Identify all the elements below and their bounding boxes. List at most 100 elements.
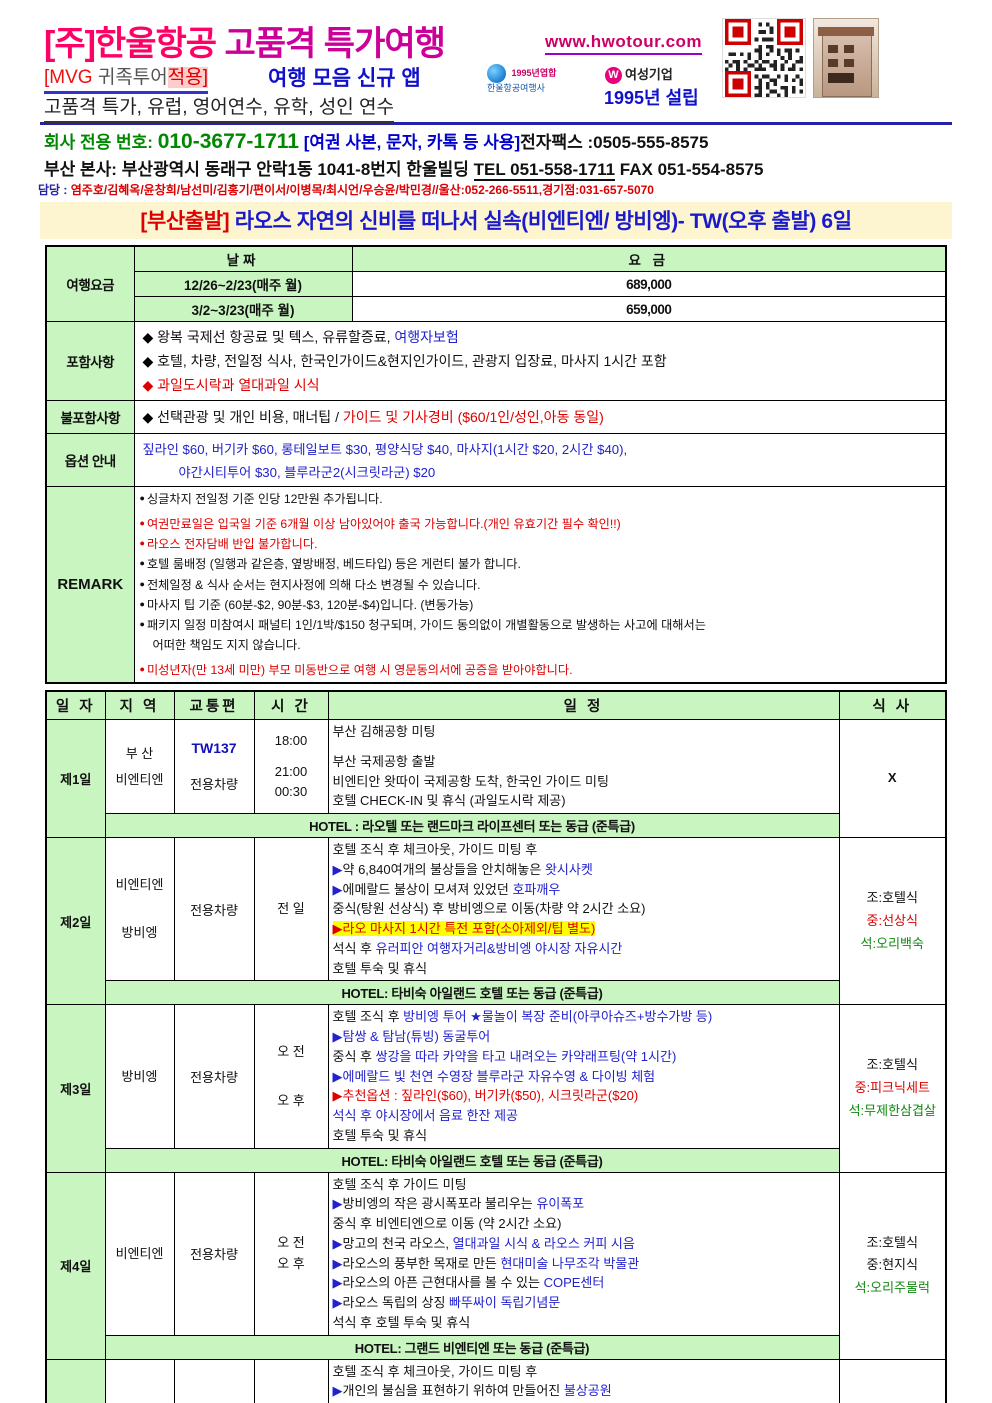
day1-schedule-line-4: 호텔 CHECK-IN 및 휴식 (과일도시락 제공): [332, 793, 566, 809]
arrow-icon: ▶: [332, 1196, 343, 1212]
day3-time-2: 오 후: [277, 1092, 305, 1108]
remark-item: ● 전체일정 & 식사 순서는 현지사정에 의해 다소 변경될 수 있습니다.: [140, 575, 941, 595]
day3-meal-1: 조:호텔식: [866, 1057, 918, 1073]
day3-hotel: HOTEL: 타비숙 아일랜드 호텔 또는 동급 (준특급): [104, 1147, 840, 1173]
table-row-price-header: 여행요금 날짜 요 금: [45, 245, 947, 322]
diamond-bullet-icon: ◆: [142, 353, 154, 369]
day4-label: 제4일: [45, 1171, 106, 1360]
table-row-excluded: 불포함사항 ◆ 선택관광 및 개인 비용, 매너팁 / 가이드 및 기사경비 (…: [45, 400, 947, 434]
day2-meals: 조:호텔식 중:선상식 석:오리백숙: [838, 837, 947, 1006]
day5-transport: 전용차량: [173, 1358, 255, 1403]
arrow-icon: ▶: [332, 1295, 343, 1311]
table-row-day2-hotel: HOTEL: 타비숙 아일랜드 호텔 또는 동급 (준특급): [46, 980, 946, 1006]
globe-badge-line1: 1995년엽합: [511, 67, 557, 78]
fare-amount-2: 659,000: [351, 296, 947, 322]
title-main-text: 라오스 자연의 신비를 떠나서 실속(비엔티엔/ 방비엥)- TW(오후 출발)…: [234, 210, 852, 233]
day1-times: 18:00 21:00 00:30: [253, 719, 329, 815]
included-item-1-text: 왕복 국제선 항공료 및 텍스, 유류할증료,: [157, 329, 395, 345]
included-item-1-highlight: 여행자보험: [394, 329, 459, 345]
arrow-icon: ▶: [332, 1383, 343, 1399]
price-info-table: 여행요금 날짜 요 금 12/26~2/23(매주 월) 689,000 3/2…: [45, 245, 947, 685]
day4-schedule-line-1: 호텔 조식 후 가이드 미팅: [332, 1176, 467, 1192]
day3-transport: 전용차량: [173, 1004, 255, 1149]
day3-region: 방비엥: [104, 1004, 175, 1149]
branch-label: 부산 본사:: [44, 160, 117, 179]
company-phone-number[interactable]: 010-3677-1711: [157, 130, 299, 153]
col-header-transport: 교통편: [173, 690, 255, 721]
company-phone-note: [여권 사본, 문자, 카톡 등 사용]: [303, 133, 521, 152]
company-phone-label: 회사 전용 번호:: [44, 133, 153, 152]
day1-flight-number: TW137: [191, 740, 237, 757]
day3-schedule-line-6: 석식 후 야시장에서 음료 한잔 제공: [332, 1108, 519, 1124]
day2-schedule-line-3: ▶에메랄드 불상이 모셔져 있었던 호파깨우: [332, 881, 561, 897]
itinerary-header-row: 일 자 지 역 교통편 시 간 일 정 식 사: [45, 690, 947, 721]
day3-meal-2: 중:피크닉세트: [854, 1080, 930, 1096]
remark-item: ● 마사지 팁 기준 (60분-$2, 90분-$3, 120분-$4)입니다. …: [140, 595, 941, 615]
day5-schedule: 호텔 조식 후 체크아웃, 가이드 미팅 후 ▶개인의 불심을 표현하기 위하여…: [327, 1358, 840, 1403]
remark-item: ● 싱글차지 전일정 기준 인당 12만원 추가됩니다.: [140, 489, 941, 509]
arrow-icon: ▶: [332, 1029, 343, 1045]
day4-schedule-line-8: 석식 후 호텔 투숙 및 휴식: [332, 1314, 471, 1330]
day4-schedule-line-3: 중식 후 비엔티엔으로 이동 (약 2시간 소요): [332, 1216, 562, 1232]
dot-bullet-icon: ●: [139, 493, 145, 503]
contact-line-company: 회사 전용 번호: 010-3677-1711 [여권 사본, 문자, 카톡 등…: [0, 128, 992, 154]
diamond-bullet-red-icon: ◆: [142, 377, 154, 393]
dot-bullet-icon: ●: [139, 578, 145, 589]
day3-schedule-line-4: ▶에메랄드 빛 천연 수영장 블루라군 자유수영 & 다이빙 체험: [332, 1068, 656, 1084]
app-promo-text: 여행 모음 신규 앱: [268, 67, 421, 90]
company-tagline: 고품격 특가, 유럽, 영어연수, 유학, 성인 연수: [44, 92, 394, 123]
branch-address: 부산광역시 동래구 안락1동 1041-8번지 한울빌딩: [121, 160, 469, 179]
day2-schedule-line-5: ▶라오 마사지 1시간 특전 포함(소아제외/팁 별도): [332, 921, 596, 937]
company-brand: [주]한울항공 고품격 특가여행: [44, 16, 446, 65]
dot-bullet-icon: ●: [139, 538, 145, 549]
day5-schedule-line-2: ▶개인의 불심을 표현하기 위하여 만들어진 불상공원: [332, 1383, 612, 1399]
remark-text: 미성년자(만 13세 미만) 부모 미동반으로 여행 시 영문동의서에 공증을 …: [146, 663, 573, 677]
included-label-cell: 포함사항: [45, 321, 135, 401]
excluded-text-red: 가이드 및 기사경비 ($60/1인/성인,아동 동일): [342, 409, 604, 425]
title-departure-tag: [부산출발]: [140, 210, 230, 233]
day4-region: 비엔티엔: [104, 1171, 175, 1336]
option-line-2: 야간시티투어 $30, 블루라군2(시크릿라군) $20: [178, 465, 436, 480]
included-item-3-text: 과일도시락과 열대과일 시식: [157, 377, 320, 393]
day1-time-3: 00:30: [274, 784, 308, 800]
day4-hotel: HOTEL: 그랜드 비엔티엔 또는 동급 (준특급): [104, 1334, 840, 1360]
day4-schedule-line-5: ▶라오스의 풍부한 목재로 만든 현대미술 나무조각 박물관: [332, 1255, 640, 1271]
day3-times: 오 전 오 후: [253, 1004, 329, 1149]
table-row-day4-hotel: HOTEL: 그랜드 비엔티엔 또는 동급 (준특급): [46, 1334, 946, 1360]
remark-text: 전체일정 & 식사 순서는 현지사정에 의해 다소 변경될 수 있습니다.: [146, 577, 481, 592]
dot-bullet-icon: ●: [139, 558, 145, 569]
remark-item: ● 패키지 일정 미참여시 패널티 1인/1박/$150 청구되며, 가이드 동의…: [140, 615, 941, 635]
efax-label: 전자팩스 :: [520, 133, 594, 152]
branch-tel[interactable]: TEL 051-558-1711: [473, 160, 616, 181]
remark-text: 마사지 팁 기준 (60분-$2, 90분-$3, 120분-$4)입니다. (…: [146, 597, 474, 612]
table-row-day2: 제2일 비엔티엔 방비엥 전용차량 전 일 호텔 조식 후 체크아웃, 가이드 …: [45, 837, 947, 1006]
arrow-icon: ▶: [332, 1088, 343, 1104]
day3-schedule: 호텔 조식 후 방비엥 투어 ★물놀이 복장 준비(아쿠아슈즈+방수가방 등) …: [327, 1004, 840, 1149]
window-3: [828, 59, 838, 67]
day3-schedule-line-5: ▶추천옵션 : 짚라인($60), 버기카($50), 시크릿라군($20): [332, 1088, 639, 1104]
day1-label: 제1일: [45, 719, 106, 839]
table-row-remark: REMARK ● 싱글차지 전일정 기준 인당 12만원 추가됩니다. ● 여권만료…: [45, 486, 947, 684]
day3-meal-3: 석:무제한삼겹살: [848, 1102, 936, 1118]
women-enterprise-icon: W: [605, 67, 622, 85]
remark-text: 호텔 룸배정 (일행과 같은층, 옆방배정, 베드타입) 등은 게런티 불가 합…: [146, 557, 521, 572]
remark-text: 여권만료일은 입국일 기준 6개월 이상 남아있어야 출국 가능합니다.(개인 …: [146, 517, 621, 532]
excluded-item-1: ◆ 선택관광 및 개인 비용, 매너팁 / 가이드 및 기사경비 ($60/1인…: [137, 405, 944, 429]
day2-region-1: 비엔티엔: [115, 877, 164, 893]
contact-line-staff: 담당 : 염주호/김혜옥/윤창희/남선미/김홍기/편이서/이병목/최시언/우승윤…: [0, 181, 992, 198]
arrow-icon: ▶: [332, 881, 343, 897]
day2-schedule-line-4: 중식(탕원 선상식) 후 방비엥으로 이동(차량 약 2시간 소요): [332, 901, 646, 917]
table-row-day3: 제3일 방비엥 전용차량 오 전 오 후 호텔 조식 후 방비엥 투어 ★물놀이…: [45, 1004, 947, 1173]
website-url[interactable]: www.hwotour.com: [545, 32, 703, 55]
product-title-banner: [부산출발] 라오스 자연의 신비를 떠나서 실속(비엔티엔/ 방비엥)- TW…: [40, 202, 952, 239]
staff-names: 염주호/김혜옥/윤창희/남선미/김홍기/편이서/이병목/최시언/우승윤/박민경/…: [70, 183, 654, 197]
table-row-day1-hotel: HOTEL : 라오텔 또는 랜드마크 라이프센터 또는 동급 (준특급): [46, 813, 946, 839]
day2-meal-1: 조:호텔식: [866, 890, 918, 906]
branch-fax: FAX 051-554-8575: [619, 160, 764, 179]
day1-time-2: 21:00: [274, 764, 308, 780]
table-row-included: 포함사항 ◆ 왕복 국제선 항공료 및 텍스, 유류할증료, 여행자보험 ◆ 호…: [45, 321, 947, 401]
excluded-cell: ◆ 선택관광 및 개인 비용, 매너팁 / 가이드 및 기사경비 ($60/1인…: [133, 400, 947, 434]
window-2: [844, 45, 854, 53]
day4-schedule-line-6: ▶라오스의 아픈 근현대사를 볼 수 있는 COPE센터: [332, 1275, 605, 1291]
